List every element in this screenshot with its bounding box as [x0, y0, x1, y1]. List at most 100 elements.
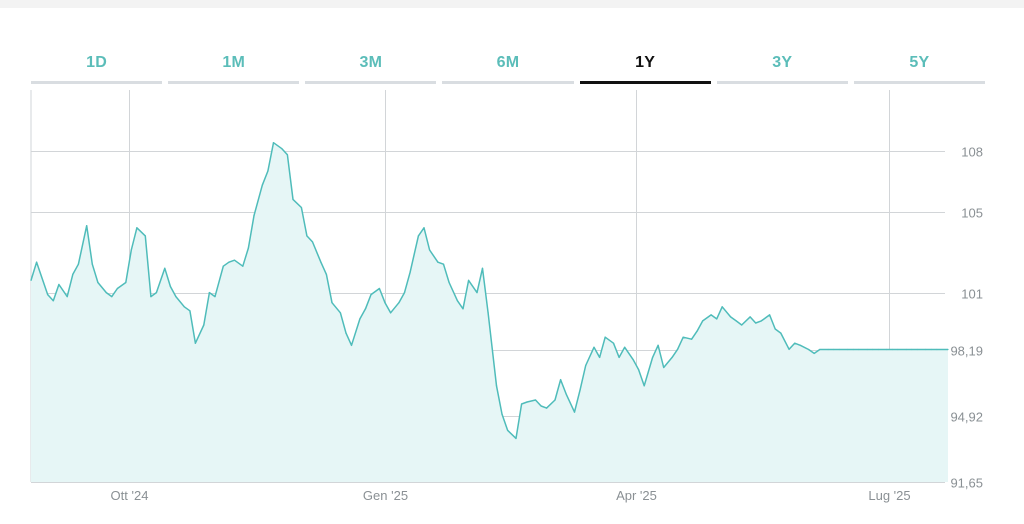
data-point — [111, 296, 113, 298]
data-point — [36, 261, 38, 263]
tab-1d[interactable]: 1D — [31, 44, 163, 84]
data-point — [560, 379, 562, 381]
data-point — [233, 259, 236, 261]
data-point — [267, 170, 269, 172]
data-point — [847, 348, 849, 351]
data-point — [716, 318, 718, 320]
data-point — [52, 300, 54, 302]
data-point — [476, 292, 478, 294]
data-point — [456, 300, 458, 302]
data-point — [774, 328, 776, 330]
data-point — [253, 215, 255, 217]
tab-1m[interactable]: 1M — [168, 44, 300, 84]
tab-1y[interactable]: 1Y — [579, 44, 711, 84]
data-point — [760, 320, 762, 322]
price-line — [30, 141, 949, 440]
data-point — [247, 247, 249, 249]
data-point — [125, 281, 127, 284]
data-point — [741, 324, 743, 326]
data-point — [897, 348, 899, 351]
data-point — [515, 437, 517, 439]
data-point — [169, 285, 171, 288]
data-point — [214, 296, 216, 298]
data-point — [203, 324, 205, 326]
data-point — [546, 407, 548, 409]
data-point — [72, 273, 74, 275]
y-tick-label: 101 — [961, 287, 983, 302]
data-point — [58, 283, 60, 286]
x-tick-label: Apr '25 — [616, 488, 657, 503]
data-point — [905, 348, 907, 351]
data-point — [300, 206, 302, 209]
data-point — [194, 342, 196, 344]
data-point — [429, 249, 431, 251]
data-point — [593, 346, 595, 348]
data-point — [858, 348, 860, 351]
data-point — [671, 356, 673, 358]
data-point — [448, 281, 450, 284]
data-point — [331, 302, 333, 304]
data-point — [189, 310, 191, 312]
data-point — [507, 429, 509, 431]
data-point — [799, 344, 801, 346]
data-point — [794, 342, 796, 344]
data-point — [911, 348, 913, 351]
data-point — [364, 308, 367, 310]
price-chart[interactable]: 108 105 101 98,19 94,92 91,65 Ott '24 Gen '25 A… — [0, 8, 1024, 524]
data-point — [501, 413, 503, 415]
tab-6m[interactable]: 6M — [442, 44, 574, 84]
data-point — [691, 338, 693, 340]
data-point — [866, 348, 868, 351]
data-point — [554, 399, 556, 401]
data-point — [155, 292, 157, 294]
data-point — [632, 358, 634, 360]
x-tick-label: Gen '25 — [363, 488, 408, 503]
y-axis: 108 105 101 98,19 94,92 91,65 — [950, 145, 983, 491]
y-tick-label: 105 — [961, 206, 983, 221]
series-area — [31, 142, 948, 482]
data-point — [91, 263, 93, 265]
y-tick-label: 91,65 — [950, 476, 983, 491]
data-point — [702, 320, 704, 322]
data-point — [47, 294, 49, 296]
data-point — [320, 261, 322, 263]
data-point — [788, 348, 790, 350]
data-point — [150, 296, 152, 298]
data-point — [833, 348, 835, 351]
data-point — [281, 148, 283, 150]
data-point — [710, 314, 712, 316]
data-point — [663, 366, 665, 369]
data-point — [175, 296, 177, 298]
data-point — [808, 348, 810, 351]
data-point — [306, 235, 308, 237]
data-point — [696, 330, 698, 332]
data-point — [116, 287, 118, 290]
period-tabs: 1D 1M 3M 6M 1Y 3Y 5Y — [31, 44, 985, 84]
data-point — [97, 281, 99, 284]
data-point — [526, 401, 528, 403]
data-point — [311, 241, 314, 243]
data-point — [403, 292, 406, 294]
data-point — [827, 348, 829, 351]
data-point — [86, 225, 88, 227]
data-point — [585, 364, 587, 367]
data-point — [339, 312, 341, 314]
data-point — [755, 322, 757, 324]
data-point — [66, 296, 68, 298]
data-point — [872, 348, 874, 351]
data-point — [261, 184, 263, 186]
y-tick-label: 94,92 — [950, 410, 983, 425]
data-point — [136, 227, 138, 229]
tab-3y[interactable]: 3Y — [716, 44, 848, 84]
data-point — [423, 227, 425, 229]
y-tick-label: 98,19 — [950, 344, 983, 359]
tab-5y[interactable]: 5Y — [853, 44, 985, 84]
data-point — [780, 332, 782, 334]
tab-3m[interactable]: 3M — [305, 44, 437, 84]
data-point — [579, 389, 581, 391]
data-point — [886, 348, 888, 351]
data-point — [947, 348, 949, 351]
data-point — [916, 348, 918, 351]
data-point — [891, 348, 893, 351]
